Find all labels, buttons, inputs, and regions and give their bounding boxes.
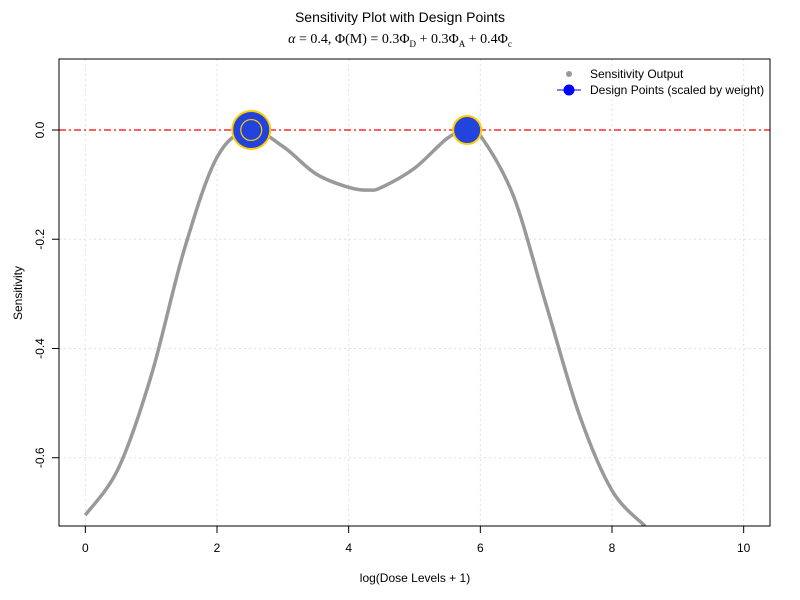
- design-point: [452, 115, 483, 146]
- x-axis-ticks: 0 2 4 6 8 10: [82, 526, 751, 555]
- legend-item-design-points: Design Points (scaled by weight): [556, 82, 764, 98]
- x-axis-label: log(Dose Levels + 1): [359, 571, 471, 585]
- legend-item-sensitivity: Sensitivity Output: [556, 66, 764, 82]
- legend-label: Design Points (scaled by weight): [590, 83, 765, 97]
- grid-lines: [59, 59, 770, 526]
- chart-title: Sensitivity Plot with Design Points: [294, 9, 506, 25]
- x-tick-label: 4: [345, 541, 352, 555]
- design-points: [231, 110, 483, 151]
- x-tick-label: 0: [82, 541, 89, 555]
- legend-label: Sensitivity Output: [590, 67, 684, 81]
- x-tick-label: 6: [477, 541, 484, 555]
- x-tick-label: 10: [737, 541, 751, 555]
- legend: Sensitivity Output Design Points (scaled…: [556, 66, 764, 98]
- design-point: [231, 110, 272, 151]
- gray-dot-icon: [556, 66, 586, 82]
- y-tick-label: -0.2: [33, 229, 47, 250]
- y-tick-label: 0.0: [33, 121, 47, 138]
- y-tick-label: -0.6: [33, 447, 47, 468]
- y-axis-ticks: 0.0 -0.2 -0.4 -0.6: [33, 121, 59, 468]
- sensitivity-curve: [83, 126, 647, 526]
- x-tick-label: 8: [609, 541, 616, 555]
- y-tick-label: -0.4: [33, 338, 47, 359]
- y-axis-label: Sensitivity: [11, 265, 25, 321]
- x-tick-label: 2: [214, 541, 221, 555]
- blue-dot-line-icon: [556, 82, 586, 98]
- chart-subtitle: α = 0.4, Φ(M) = 0.3ΦD + 0.3ΦA + 0.4Φc: [288, 32, 512, 49]
- plot-frame: [58, 58, 771, 527]
